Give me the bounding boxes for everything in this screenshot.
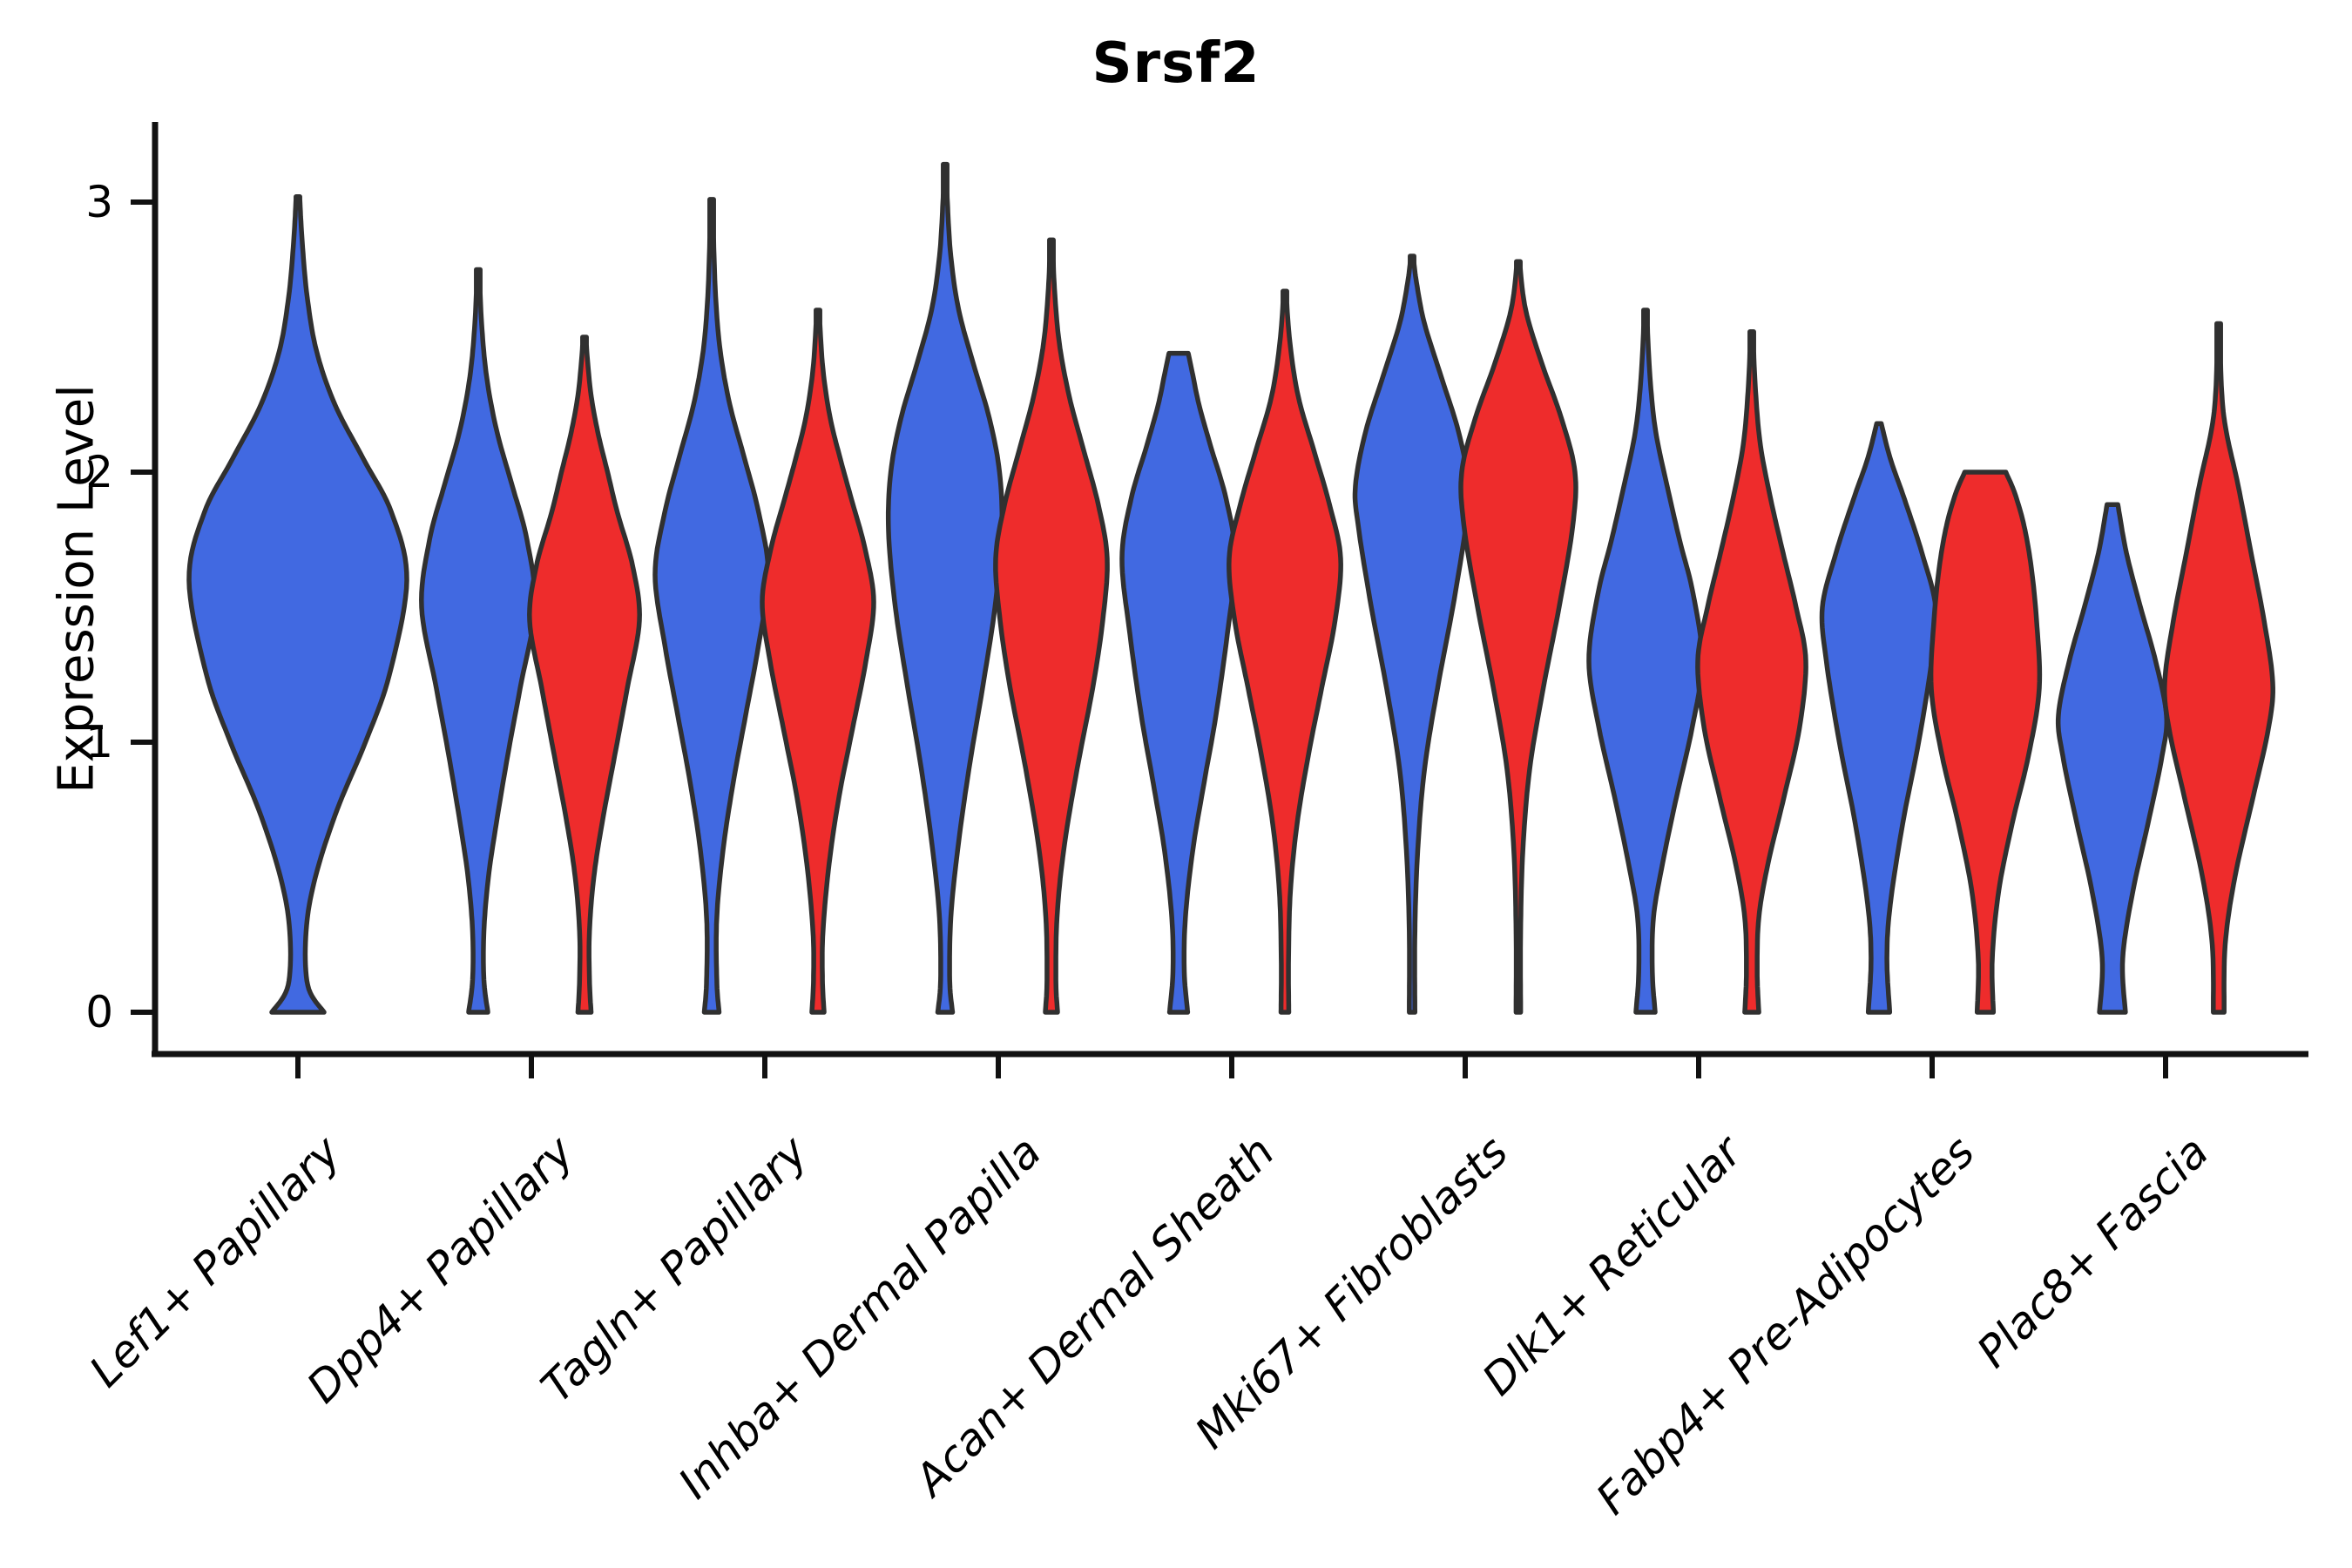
violin-acan-dermal-sheath-red [1227,288,1343,1015]
violin-fabp4-pre-adipocytes-blue [1819,421,1939,1015]
violin-tagln-papillary-red [760,308,876,1015]
y-tick-label-2: 2 [85,447,113,497]
y-tick-label-3: 3 [85,177,113,227]
violin-tagln-papillary-blue [652,197,771,1015]
violin-lef1-papillary-blue [186,194,409,1015]
violin-mki67-fibroblasts-blue [1352,253,1472,1015]
violin-inhba-dermal-papilla-red [993,237,1110,1015]
y-tick-label-0: 0 [85,987,113,1037]
violin-dlk1-reticular-blue [1586,308,1705,1015]
violin-fabp4-pre-adipocytes-red [1928,470,2043,1015]
y-tick-label-1: 1 [85,717,113,767]
violin-inhba-dermal-papilla-blue [885,161,1005,1015]
violin-dlk1-reticular-red [1695,329,1808,1015]
violin-dpp4-papillary-red [527,335,642,1015]
plot-title: Srsf2 [1092,31,1260,96]
violin-mki67-fibroblasts-red [1458,259,1578,1015]
violin-plac8-fascia-blue [2055,502,2170,1015]
violin-acan-dermal-sheath-blue [1119,350,1238,1015]
violin-dpp4-papillary-blue [419,267,537,1015]
violin-plac8-fascia-red [2162,321,2275,1015]
